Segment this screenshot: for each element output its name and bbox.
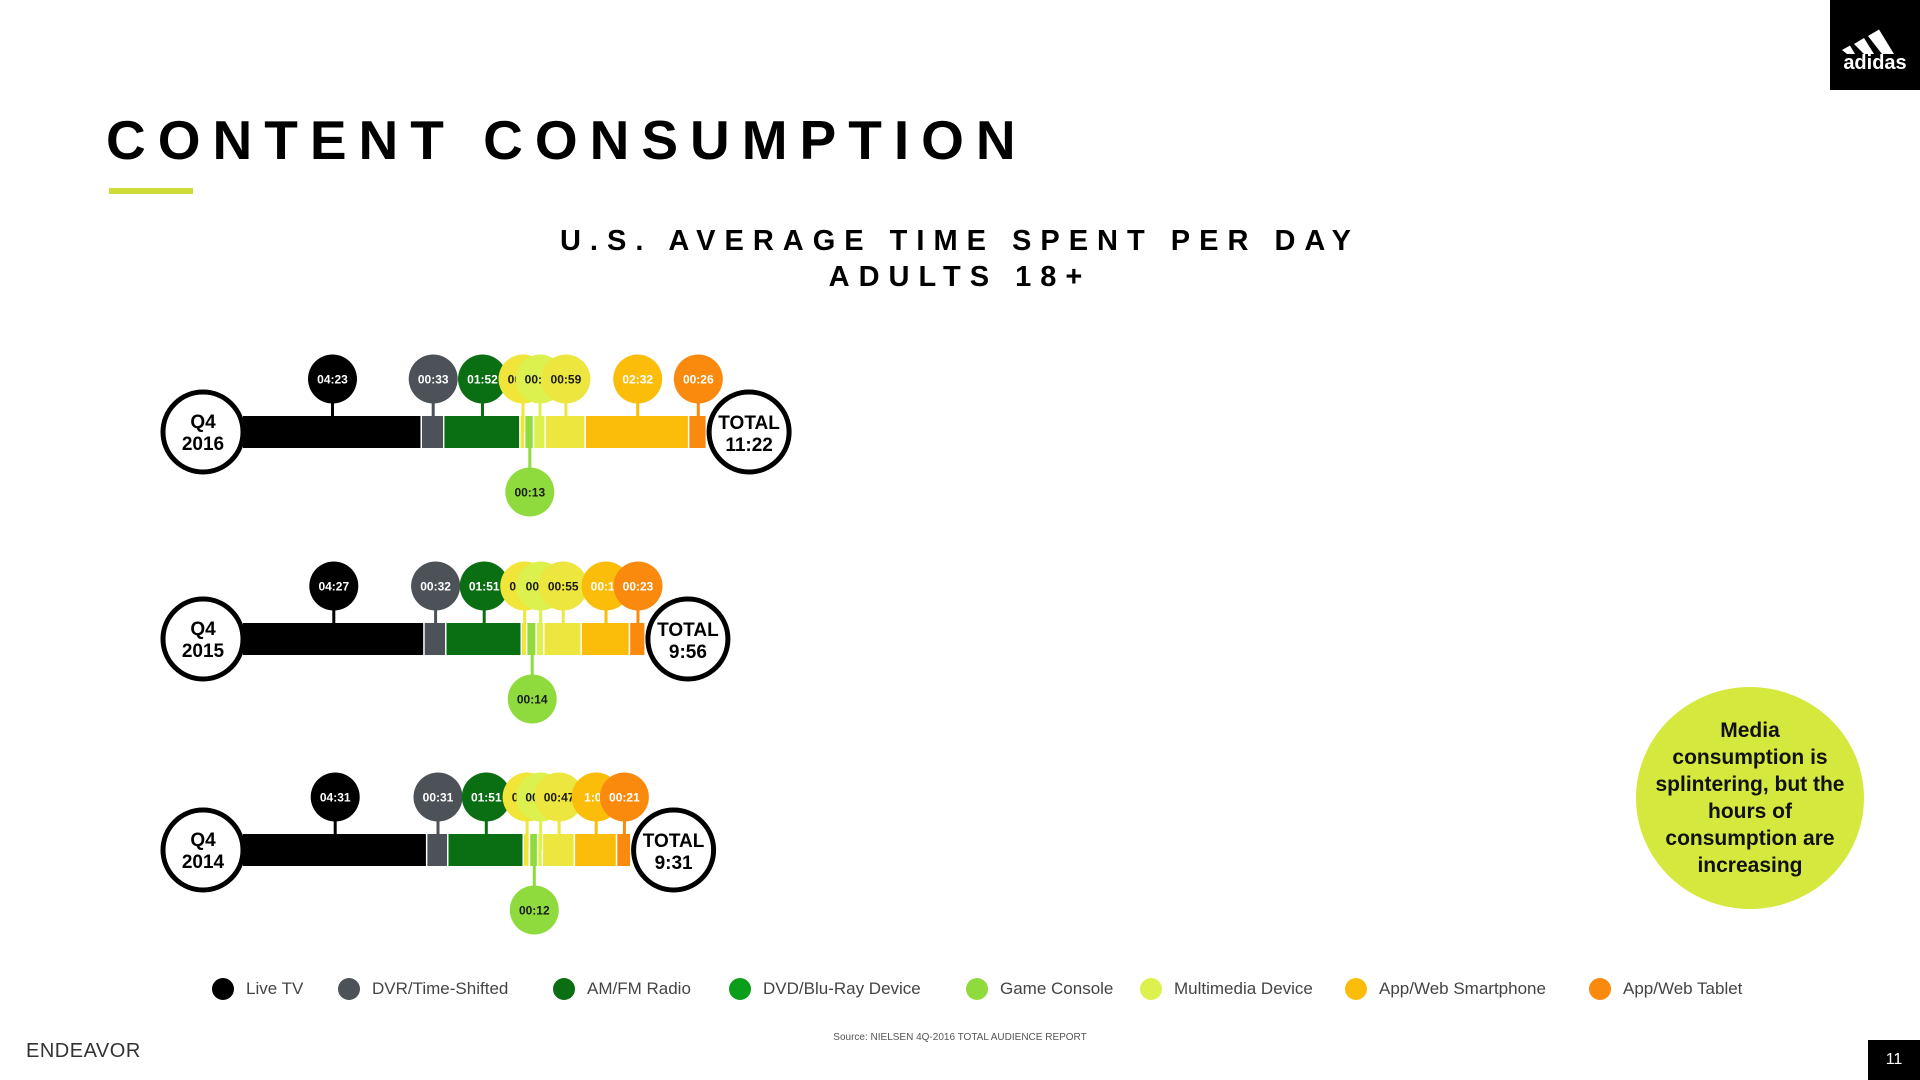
- value-label: 00:32: [420, 580, 451, 594]
- legend-swatch: [1140, 978, 1162, 1000]
- value-label: 02:32: [622, 373, 653, 387]
- legend-label: DVD/Blu-Ray Device: [763, 979, 921, 998]
- value-label: 00:13: [514, 486, 545, 500]
- marker-circle: [458, 354, 507, 404]
- period-quarter: Q4: [190, 619, 216, 640]
- page-title: CONTENT CONSUMPTION: [106, 109, 1028, 171]
- legend-item: DVD/Blu-Ray Device: [729, 978, 921, 1000]
- total-value: 11:22: [725, 435, 773, 456]
- value-label: 00:47: [544, 791, 575, 805]
- marker-circle: [411, 561, 461, 611]
- title-underline: [109, 188, 193, 194]
- value-label: 00:26: [683, 373, 714, 387]
- legend-label: AM/FM Radio: [587, 979, 691, 998]
- legend-swatch: [1345, 978, 1367, 1000]
- legend-label: Live TV: [246, 979, 304, 998]
- legend-label: Game Console: [1000, 979, 1114, 998]
- source-note: Source: NIELSEN 4Q-2016 TOTAL AUDIENCE R…: [833, 1032, 1087, 1043]
- legend-swatch: [966, 978, 988, 1000]
- callout-bubble: Media consumption is splintering, but th…: [1636, 687, 1864, 909]
- total-badge: [645, 596, 731, 682]
- legend-swatch: [1589, 978, 1611, 1000]
- period-year: 2014: [182, 852, 225, 873]
- adidas-stripes-icon: adidas: [1842, 29, 1907, 74]
- marker-circle: [673, 354, 723, 404]
- total-badge: [706, 389, 792, 475]
- marker-circle: [509, 885, 559, 935]
- adidas-wordmark: adidas: [1843, 52, 1906, 74]
- marker-circle: [310, 772, 360, 822]
- value-label: 04:31: [320, 791, 351, 805]
- value-label: 00:31: [423, 791, 454, 805]
- marker-circle: [599, 772, 649, 822]
- chart-title: U.S. AVERAGE TIME SPENT PER DAY: [559, 225, 1361, 257]
- total-caption: TOTAL: [657, 620, 719, 641]
- legend-label: App/Web Tablet: [1623, 979, 1743, 998]
- marker-circle: [613, 561, 663, 611]
- legend-label: DVR/Time-Shifted: [372, 979, 509, 998]
- period-badge: [160, 389, 246, 475]
- period-badge: [160, 596, 246, 682]
- marker-circle: [505, 467, 555, 517]
- legend-label: App/Web Smartphone: [1379, 979, 1546, 998]
- legend-label: Multimedia Device: [1174, 979, 1313, 998]
- legend-swatch: [212, 978, 234, 1000]
- marker-circle: [309, 561, 359, 611]
- value-label: 00:55: [548, 580, 579, 594]
- marker-circle: [461, 772, 511, 822]
- period-badge: [160, 807, 246, 893]
- value-label: 04:27: [318, 580, 349, 594]
- total-value: 9:31: [655, 853, 693, 874]
- marker-circle: [459, 561, 509, 611]
- value-label: 00:59: [551, 373, 582, 387]
- value-label: 01:52: [467, 373, 498, 387]
- marker-circle: [408, 354, 458, 404]
- marker-circle: [413, 772, 463, 822]
- value-label: 00:33: [418, 373, 449, 387]
- total-value: 9:56: [669, 642, 707, 663]
- legend-item: AM/FM Radio: [553, 978, 691, 1000]
- legend-item: App/Web Tablet: [1589, 978, 1742, 1000]
- adidas-logo: adidas: [1830, 0, 1920, 90]
- marker-circle: [613, 354, 663, 404]
- legend-swatch: [553, 978, 575, 1000]
- legend-item: Game Console: [966, 978, 1113, 1000]
- period-year: 2016: [182, 434, 224, 455]
- callout-text: Media consumption is splintering, but th…: [1655, 719, 1845, 877]
- marker-circle: [308, 354, 357, 404]
- legend-item: Multimedia Device: [1140, 978, 1313, 1000]
- total-badge: [631, 807, 717, 893]
- legend-swatch: [338, 978, 360, 1000]
- period-quarter: Q4: [190, 412, 216, 433]
- value-label: 00:21: [609, 791, 640, 805]
- value-label: 04:23: [317, 373, 348, 387]
- footer-brand: ENDEAVOR: [26, 1040, 141, 1062]
- value-label: 00:12: [519, 904, 550, 918]
- total-caption: TOTAL: [718, 413, 780, 434]
- value-label: 01:51: [471, 791, 502, 805]
- value-label: 01:51: [469, 580, 500, 594]
- legend-item: Live TV: [212, 978, 303, 1000]
- marker-circle: [534, 772, 584, 822]
- period-year: 2015: [182, 641, 225, 662]
- marker-circle: [541, 354, 591, 404]
- total-caption: TOTAL: [643, 831, 705, 852]
- chart-legend: Live TV DVR/Time-Shifted AM/FM Radio DVD/Bl…: [212, 978, 1772, 1000]
- value-label: 00:14: [517, 693, 548, 707]
- legend-swatch: [729, 978, 751, 1000]
- legend-item: DVR/Time-Shifted: [338, 978, 508, 1000]
- period-quarter: Q4: [190, 830, 216, 851]
- value-label: 00:23: [623, 580, 654, 594]
- page-number: 11: [1868, 1040, 1920, 1080]
- legend-item: App/Web Smartphone: [1345, 978, 1546, 1000]
- marker-circle: [507, 674, 557, 724]
- chart-subtitle: ADULTS 18+: [828, 261, 1092, 293]
- marker-circle: [538, 561, 588, 611]
